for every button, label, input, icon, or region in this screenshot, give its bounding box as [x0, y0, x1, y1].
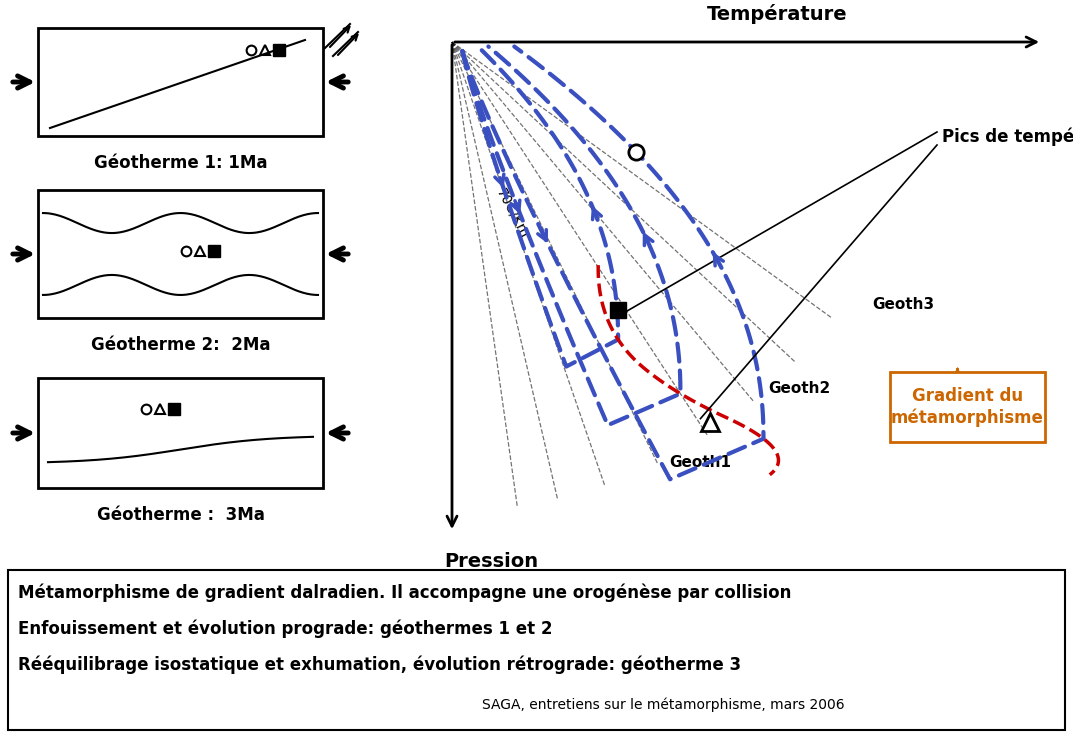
- Bar: [38, 190, 323, 318]
- Text: Métamorphisme de gradient dalradien. Il accompagne une orogénèse par collision: Métamorphisme de gradient dalradien. Il …: [18, 584, 792, 603]
- Text: Géotherme :  3Ma: Géotherme : 3Ma: [97, 506, 264, 524]
- Text: Géotherme 2:  2Ma: Géotherme 2: 2Ma: [91, 336, 270, 354]
- Text: Température: Température: [707, 4, 848, 24]
- Text: Geoth1: Geoth1: [670, 455, 732, 470]
- Text: Géotherme 1: 1Ma: Géotherme 1: 1Ma: [93, 154, 267, 172]
- Text: Geoth2: Geoth2: [768, 381, 831, 396]
- Text: Pics de température: Pics de température: [942, 128, 1073, 146]
- Bar: [890, 372, 1045, 442]
- Bar: [38, 378, 323, 488]
- Text: Enfouissement et évolution prograde: géothermes 1 et 2: Enfouissement et évolution prograde: géo…: [18, 620, 553, 638]
- Bar: [8, 570, 1065, 730]
- Text: 70C/Km: 70C/Km: [494, 186, 532, 241]
- Text: Geoth3: Geoth3: [872, 297, 935, 312]
- Bar: [38, 28, 323, 136]
- Text: Gradient du
métamorphisme: Gradient du métamorphisme: [891, 388, 1044, 427]
- Text: SAGA, entretiens sur le métamorphisme, mars 2006: SAGA, entretiens sur le métamorphisme, m…: [482, 698, 844, 713]
- Text: Rééquilibrage isostatique et exhumation, évolution rétrograde: géotherme 3: Rééquilibrage isostatique et exhumation,…: [18, 656, 741, 674]
- Text: Pression: Pression: [444, 552, 539, 571]
